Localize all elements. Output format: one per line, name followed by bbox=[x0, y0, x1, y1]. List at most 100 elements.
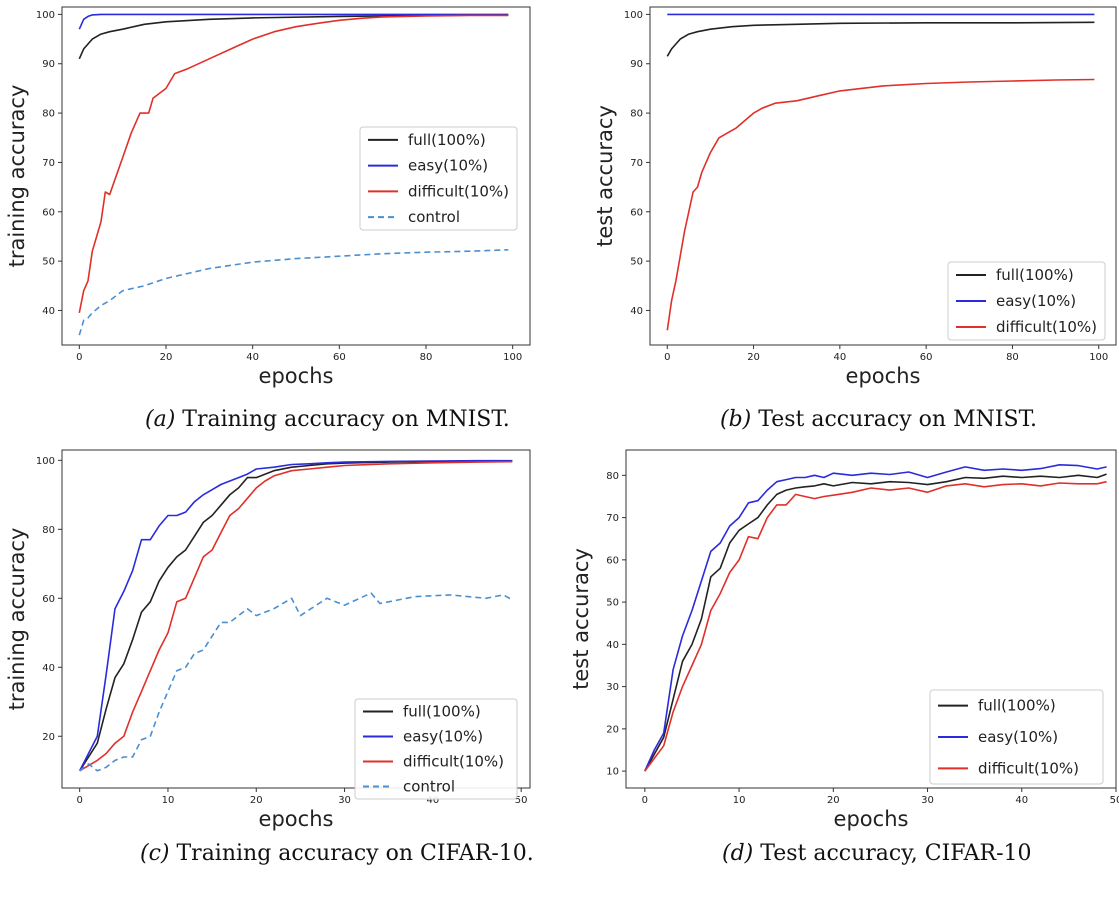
legend-box bbox=[359, 126, 518, 231]
legend-label: control bbox=[403, 778, 455, 796]
y-tick-label: 70 bbox=[606, 513, 619, 524]
series-line-0 bbox=[666, 21, 1095, 57]
x-tick-label: 10 bbox=[162, 795, 175, 806]
x-tick-label: 80 bbox=[1006, 352, 1019, 363]
caption-c: (c) Training accuracy on CIFAR-10. bbox=[140, 841, 534, 866]
caption-letter-b: (b) bbox=[720, 407, 751, 432]
y-tick-label: 80 bbox=[606, 471, 619, 482]
x-axis-label: epochs bbox=[846, 364, 921, 388]
legend-label: control bbox=[408, 208, 460, 226]
series-line-0 bbox=[644, 473, 1107, 772]
series-line-3 bbox=[79, 592, 513, 772]
y-tick-label: 40 bbox=[606, 640, 619, 651]
caption-letter-c: (c) bbox=[140, 841, 170, 866]
series-line-2 bbox=[78, 14, 509, 314]
x-tick-label: 0 bbox=[76, 352, 82, 363]
y-tick-label: 70 bbox=[630, 158, 643, 169]
caption-text-a: Training accuracy on MNIST. bbox=[182, 407, 509, 432]
caption-a: (a) Training accuracy on MNIST. bbox=[145, 407, 510, 432]
y-tick-label: 80 bbox=[42, 109, 55, 120]
x-tick-label: 100 bbox=[1089, 352, 1108, 363]
y-tick-label: 40 bbox=[630, 306, 643, 317]
x-axis-label: epochs bbox=[259, 364, 334, 388]
caption-letter-d: (d) bbox=[722, 841, 753, 866]
caption-text-b: Test accuracy on MNIST. bbox=[758, 407, 1037, 432]
x-tick-label: 40 bbox=[427, 795, 440, 806]
plot-frame bbox=[61, 449, 531, 789]
x-tick-label: 20 bbox=[747, 352, 760, 363]
y-tick-label: 10 bbox=[606, 767, 619, 778]
legend-label: difficult(10%) bbox=[996, 318, 1097, 336]
series-line-1 bbox=[78, 13, 509, 30]
x-tick-label: 40 bbox=[833, 352, 846, 363]
legend-label: full(100%) bbox=[978, 697, 1056, 715]
y-tick-label: 30 bbox=[606, 682, 619, 693]
series-line-0 bbox=[79, 460, 513, 772]
y-tick-label: 40 bbox=[42, 306, 55, 317]
legend-box bbox=[354, 698, 518, 800]
y-tick-label: 100 bbox=[36, 456, 55, 467]
legend-label: easy(10%) bbox=[996, 292, 1076, 310]
legend-label: difficult(10%) bbox=[408, 182, 509, 200]
x-tick-label: 10 bbox=[733, 795, 746, 806]
y-tick-label: 60 bbox=[42, 207, 55, 218]
caption-d: (d) Test accuracy, CIFAR-10 bbox=[722, 841, 1032, 866]
caption-text-d: Test accuracy, CIFAR-10 bbox=[760, 841, 1031, 866]
subplot-b: 0 20 40 60 80 100 40 50 60 70 80 90 100 epochs test ac… bbox=[593, 6, 1117, 388]
series-line-1 bbox=[78, 459, 513, 772]
series-line-0 bbox=[78, 14, 509, 60]
legend-label: full(100%) bbox=[408, 131, 486, 149]
x-tick-label: 0 bbox=[664, 352, 670, 363]
x-tick-label: 40 bbox=[1015, 795, 1028, 806]
x-tick-label: 20 bbox=[160, 352, 173, 363]
series-line-2 bbox=[79, 460, 513, 772]
subplot-d: 0 10 20 30 40 50 10 20 30 40 50 60 70 80 epochs test ac… bbox=[569, 449, 1119, 831]
y-tick-label: 100 bbox=[36, 10, 55, 21]
series-line-3 bbox=[78, 249, 509, 336]
y-tick-label: 50 bbox=[42, 257, 55, 268]
series-line-1 bbox=[644, 463, 1107, 772]
y-tick-label: 80 bbox=[630, 109, 643, 120]
legend-box bbox=[929, 689, 1104, 785]
y-tick-label: 20 bbox=[606, 724, 619, 735]
x-tick-label: 0 bbox=[642, 795, 648, 806]
y-tick-label: 90 bbox=[630, 59, 643, 70]
legend-label: difficult(10%) bbox=[978, 759, 1079, 777]
x-tick-label: 50 bbox=[515, 795, 528, 806]
x-axis-label: epochs bbox=[834, 807, 909, 831]
x-tick-label: 40 bbox=[246, 352, 259, 363]
x-tick-label: 20 bbox=[250, 795, 263, 806]
y-tick-label: 60 bbox=[42, 594, 55, 605]
caption-letter-a: (a) bbox=[145, 407, 175, 432]
x-tick-label: 60 bbox=[920, 352, 933, 363]
y-tick-label: 60 bbox=[606, 555, 619, 566]
y-tick-label: 60 bbox=[630, 207, 643, 218]
x-axis-label: epochs bbox=[259, 807, 334, 831]
legend-label: full(100%) bbox=[996, 266, 1074, 284]
y-tick-label: 20 bbox=[42, 732, 55, 743]
x-tick-label: 30 bbox=[921, 795, 934, 806]
y-axis-label: training accuracy bbox=[5, 528, 29, 711]
legend-label: easy(10%) bbox=[408, 157, 488, 175]
legend: full(100%) easy(10%) difficult(10%) bbox=[929, 689, 1104, 785]
legend-label: difficult(10%) bbox=[403, 753, 504, 771]
caption-b: (b) Test accuracy on MNIST. bbox=[720, 407, 1037, 432]
plot-frame bbox=[61, 6, 531, 346]
legend-label: easy(10%) bbox=[403, 728, 483, 746]
y-tick-label: 70 bbox=[42, 158, 55, 169]
legend-box bbox=[947, 261, 1106, 341]
y-axis-label: test accuracy bbox=[593, 105, 617, 247]
y-tick-label: 80 bbox=[42, 525, 55, 536]
x-tick-label: 0 bbox=[76, 795, 82, 806]
subplot-a: 0 20 40 60 80 100 40 50 60 70 80 90 100 epochs trainin… bbox=[5, 6, 531, 388]
legend: full(100%) easy(10%) difficult(10%) control bbox=[359, 126, 518, 231]
y-tick-label: 50 bbox=[606, 598, 619, 609]
y-axis-label: training accuracy bbox=[5, 85, 29, 268]
y-tick-label: 100 bbox=[624, 10, 643, 21]
y-tick-label: 90 bbox=[42, 59, 55, 70]
y-tick-label: 40 bbox=[42, 663, 55, 674]
legend-label: full(100%) bbox=[403, 703, 481, 721]
y-axis-label: test accuracy bbox=[569, 548, 593, 690]
x-tick-label: 50 bbox=[1110, 795, 1119, 806]
